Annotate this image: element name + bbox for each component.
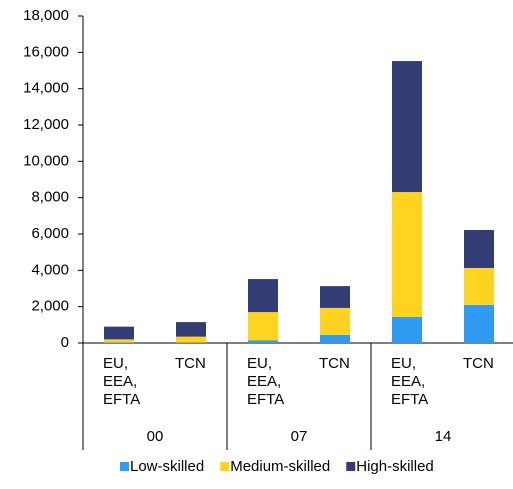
bar-segment — [320, 334, 350, 343]
bar-segment — [320, 307, 350, 335]
bar-segment — [104, 326, 134, 340]
x-tick-label: EU, EEA, EFTA — [247, 355, 285, 408]
legend-label: Medium-skilled — [230, 458, 330, 475]
bar-segment — [464, 267, 494, 305]
legend-label: Low-skilled — [130, 458, 204, 475]
y-tick-label: 10,000 — [23, 152, 69, 169]
bar-segment — [104, 342, 134, 343]
bar-segment — [392, 317, 422, 343]
bar-segment — [464, 304, 494, 343]
bar-segment — [392, 192, 422, 318]
legend-swatch — [220, 462, 230, 471]
bar-segment — [176, 336, 206, 343]
x-tick-label: TCN — [319, 355, 350, 372]
bar-segment — [176, 322, 206, 337]
legend-swatch — [120, 462, 129, 471]
x-tick-label: TCN — [463, 355, 494, 372]
bar-segment — [248, 279, 278, 313]
y-tick-label: 0 — [61, 334, 69, 351]
bar-segment — [392, 61, 422, 193]
legend-label: High-skilled — [356, 458, 434, 475]
x-tick-label: TCN — [175, 355, 206, 372]
x-tick-label: EU, EEA, EFTA — [391, 355, 429, 408]
y-tick-label: 14,000 — [23, 80, 69, 97]
y-tick-label: 6,000 — [31, 225, 69, 242]
bar-segment — [464, 230, 494, 268]
x-tick-label: EU, EEA, EFTA — [103, 355, 141, 408]
bar-segment — [248, 340, 278, 343]
y-tick-label: 18,000 — [23, 7, 69, 24]
bar-segment — [320, 286, 350, 308]
bar-segment — [104, 339, 134, 343]
group-label: 07 — [291, 428, 308, 445]
y-tick-label: 4,000 — [31, 261, 69, 278]
group-label: 00 — [147, 428, 164, 445]
y-tick-label: 12,000 — [23, 116, 69, 133]
y-tick-label: 2,000 — [31, 298, 69, 315]
y-tick-label: 8,000 — [31, 189, 69, 206]
group-label: 14 — [435, 428, 452, 445]
legend-swatch — [346, 462, 356, 471]
bar-segment — [248, 312, 278, 341]
y-tick-label: 16,000 — [23, 43, 69, 60]
